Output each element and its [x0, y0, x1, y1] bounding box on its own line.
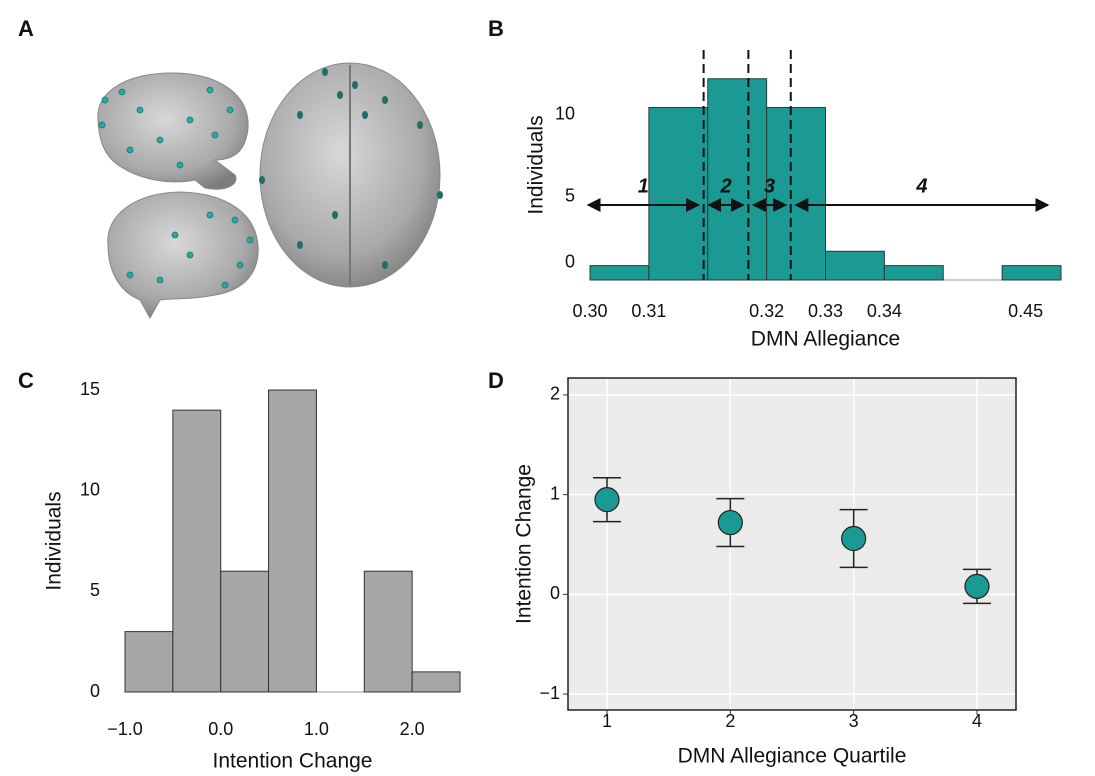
x-axis-label: DMN Allegiance Quartile	[678, 745, 907, 768]
x-tick-label: 3	[849, 711, 859, 731]
y-tick-label: 10	[555, 103, 575, 123]
panel-label: A	[18, 16, 34, 41]
x-tick-label: 0.45	[1008, 301, 1043, 321]
x-tick-label: 1	[602, 711, 612, 731]
x-axis-label: Intention Change	[213, 750, 373, 773]
y-axis-label: Intention Change	[513, 464, 536, 624]
brain-renderings	[97, 62, 443, 320]
quartile-label: 3	[764, 175, 775, 197]
y-tick-label: 2	[550, 384, 560, 404]
y-axis-label: Individuals	[525, 115, 548, 214]
bar	[589, 265, 650, 281]
plot-frame	[567, 377, 1017, 711]
bar	[825, 250, 885, 281]
bar	[883, 265, 944, 281]
y-tick-label: 5	[90, 580, 100, 600]
brain-lateral-right	[107, 191, 259, 320]
x-tick-label: 2	[725, 711, 735, 731]
x-axis-label: DMN Allegiance	[751, 328, 900, 351]
quartile-label: 1	[638, 175, 649, 197]
bar	[172, 409, 222, 693]
y-tick-label: 0	[550, 583, 560, 603]
x-tick-label: −1.0	[107, 719, 143, 739]
x-tick-label: 0.31	[631, 301, 666, 321]
y-tick-label: 15	[80, 379, 100, 399]
brain-lateral-left	[97, 72, 249, 190]
point	[964, 573, 990, 599]
y-axis-label: Individuals	[43, 491, 66, 590]
x-tick-label: 4	[972, 711, 982, 731]
bar	[363, 570, 413, 693]
bar	[411, 671, 461, 693]
y-tick-label: −1	[539, 683, 560, 703]
plot-background	[568, 378, 1016, 710]
bar	[1001, 265, 1062, 281]
quartile-label: 4	[915, 175, 927, 197]
point	[841, 525, 867, 552]
panel-label: B	[488, 16, 504, 41]
panel-label: D	[488, 368, 504, 393]
bar	[707, 78, 768, 281]
bar	[268, 389, 317, 693]
x-tick-label: 0.32	[749, 301, 784, 321]
point	[594, 487, 620, 513]
y-tick-label: 1	[550, 483, 560, 503]
y-tick-label: 5	[565, 185, 575, 205]
y-tick-label: 10	[80, 479, 100, 499]
bar	[124, 631, 174, 693]
bar	[220, 570, 270, 693]
x-tick-label: 0.33	[808, 301, 843, 321]
panel-label: C	[18, 368, 34, 393]
x-tick-label: 0.34	[867, 301, 902, 321]
x-tick-label: 1.0	[304, 719, 329, 739]
bar	[766, 107, 826, 281]
x-tick-label: 2.0	[400, 719, 425, 739]
quartile-label: 2	[719, 175, 731, 197]
x-tick-label: 0.0	[208, 719, 233, 739]
y-tick-label: 0	[90, 681, 100, 701]
bar	[648, 107, 709, 281]
point	[717, 509, 743, 536]
y-tick-label: 0	[565, 252, 575, 272]
x-tick-label: 0.30	[572, 301, 607, 321]
